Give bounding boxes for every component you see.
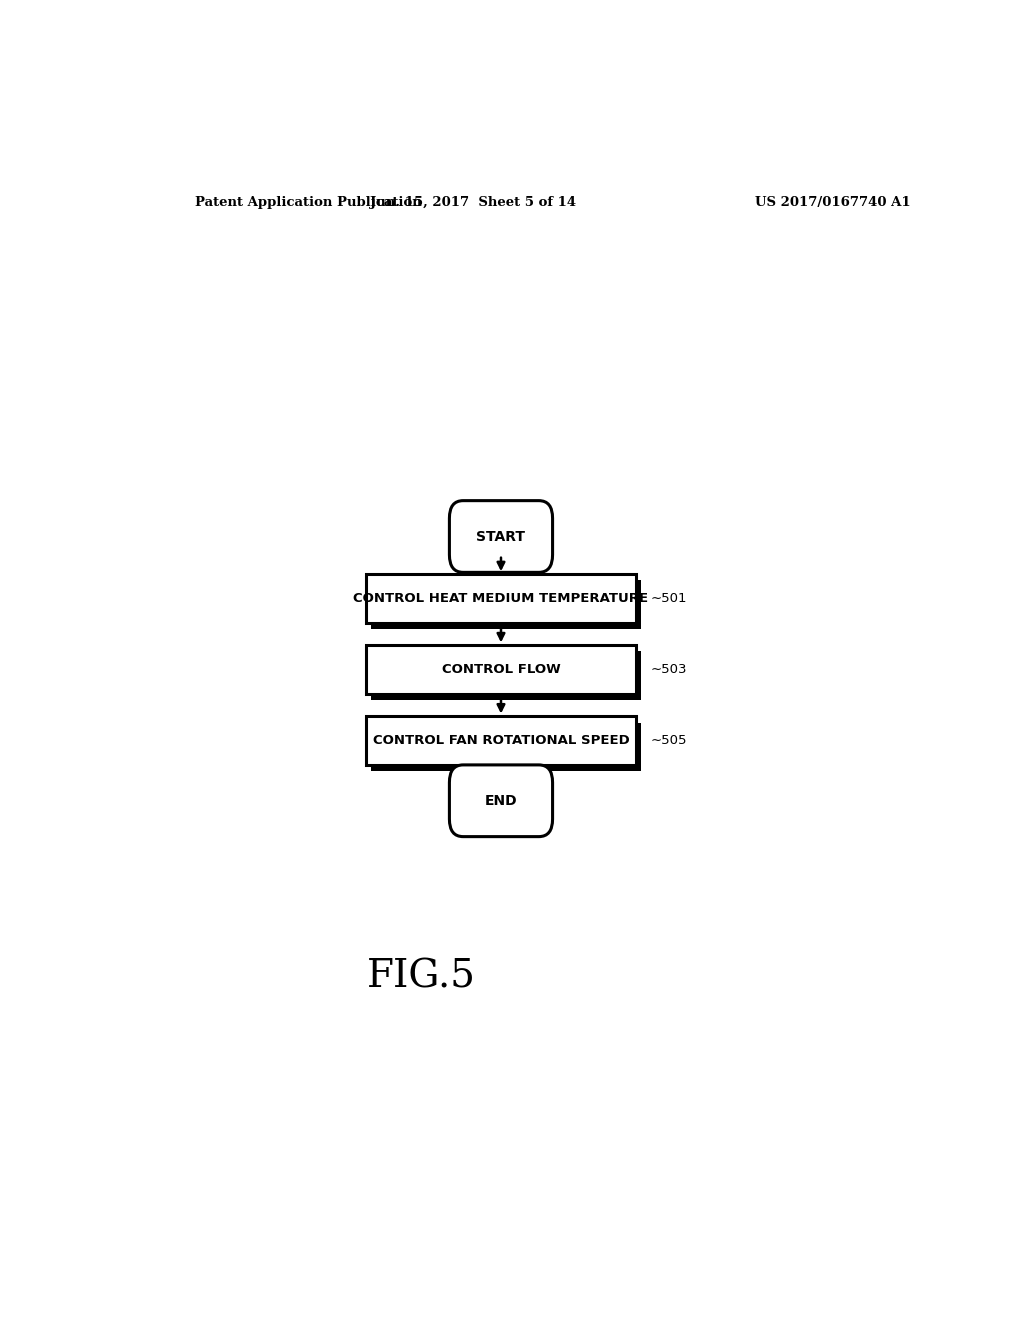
Bar <box>371 722 641 771</box>
Text: Patent Application Publication: Patent Application Publication <box>196 195 422 209</box>
Text: ∼501: ∼501 <box>650 591 687 605</box>
Bar <box>371 651 641 700</box>
Bar <box>366 574 636 623</box>
Bar <box>366 717 636 766</box>
FancyBboxPatch shape <box>450 764 553 837</box>
Text: ∼503: ∼503 <box>650 663 687 676</box>
Text: CONTROL FAN ROTATIONAL SPEED: CONTROL FAN ROTATIONAL SPEED <box>373 734 630 747</box>
Bar <box>371 581 641 630</box>
FancyBboxPatch shape <box>450 500 553 573</box>
Text: CONTROL FLOW: CONTROL FLOW <box>441 663 560 676</box>
Bar <box>366 645 636 694</box>
Text: START: START <box>476 529 525 544</box>
Text: ∼505: ∼505 <box>650 734 687 747</box>
Text: Jun. 15, 2017  Sheet 5 of 14: Jun. 15, 2017 Sheet 5 of 14 <box>370 195 577 209</box>
Text: FIG.5: FIG.5 <box>368 958 476 995</box>
Text: CONTROL HEAT MEDIUM TEMPERATURE: CONTROL HEAT MEDIUM TEMPERATURE <box>353 591 648 605</box>
Text: END: END <box>484 793 517 808</box>
Text: US 2017/0167740 A1: US 2017/0167740 A1 <box>755 195 910 209</box>
